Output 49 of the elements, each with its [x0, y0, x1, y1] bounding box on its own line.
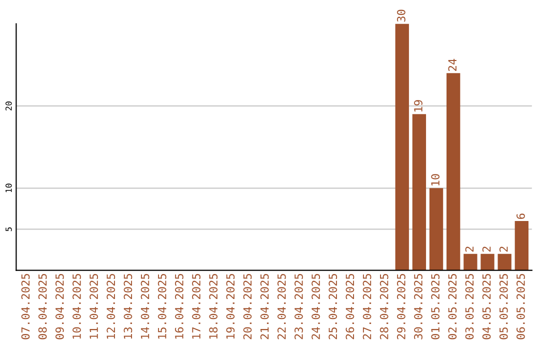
data-label: 2 [482, 246, 491, 252]
x-tick-label: 14.04.2025 [140, 274, 150, 339]
bar [429, 188, 444, 270]
bar [480, 254, 494, 270]
x-tick-label: 01.05.2025 [431, 274, 440, 340]
x-tick-label: 30.04.2025 [414, 274, 422, 340]
x-tick-label: 13.04.2025 [124, 274, 132, 339]
x-tick-label: 20.04.2025 [243, 274, 252, 340]
data-label: 19 [414, 100, 422, 112]
x-tick-label: 16.04.2025 [174, 274, 184, 339]
data-label: 2 [465, 246, 474, 252]
x-tick-label: 12.04.2025 [106, 274, 116, 339]
x-tick-label: 28.04.2025 [380, 274, 388, 340]
x-tick-label: 07.04.2025 [21, 274, 30, 340]
x-tick-label: 11.04.2025 [90, 274, 98, 339]
x-tick-label: 03.05.2025 [465, 274, 474, 340]
y-tick-label: 20 [6, 101, 12, 110]
x-tick-label: 19.04.2025 [226, 274, 235, 339]
data-label: 2 [499, 246, 508, 252]
data-label: 10 [431, 174, 440, 186]
x-tick-label: 24.04.2025 [312, 274, 320, 340]
x-tick-label: 06.05.2025 [516, 274, 525, 340]
x-tick-label: 04.05.2025 [482, 274, 491, 340]
bar [446, 73, 460, 270]
x-tick-label: 17.04.2025 [192, 274, 200, 339]
x-tick-label: 26.04.2025 [346, 274, 354, 340]
bar [514, 221, 528, 270]
x-tick-label: 22.04.2025 [277, 274, 286, 340]
data-label: 30 [396, 10, 406, 22]
data-label: 24 [448, 58, 456, 71]
x-tick-label: 10.04.2025 [72, 274, 81, 339]
x-tick-label: 15.04.2025 [158, 274, 166, 339]
x-tick-label: 27.04.2025 [362, 274, 372, 340]
x-tick-label: 21.04.2025 [260, 274, 269, 340]
y-tick-label: 10 [6, 184, 12, 192]
bar [498, 254, 512, 270]
data-label: 6 [516, 214, 525, 219]
y-tick-label: 5 [6, 227, 12, 232]
bar [464, 254, 478, 270]
bar [395, 24, 409, 270]
x-tick-label: 29.04.2025 [396, 274, 406, 340]
x-tick-label: 23.04.2025 [294, 274, 303, 340]
x-tick-label: 02.05.2025 [448, 274, 457, 340]
bar [412, 114, 426, 270]
x-tick-label: 09.04.2025 [55, 274, 64, 340]
x-tick-label: 25.04.2025 [328, 274, 338, 340]
x-tick-label: 08.04.2025 [38, 274, 47, 340]
x-tick-label: 05.05.2025 [499, 274, 508, 340]
x-tick-label: 18.04.2025 [209, 274, 218, 339]
